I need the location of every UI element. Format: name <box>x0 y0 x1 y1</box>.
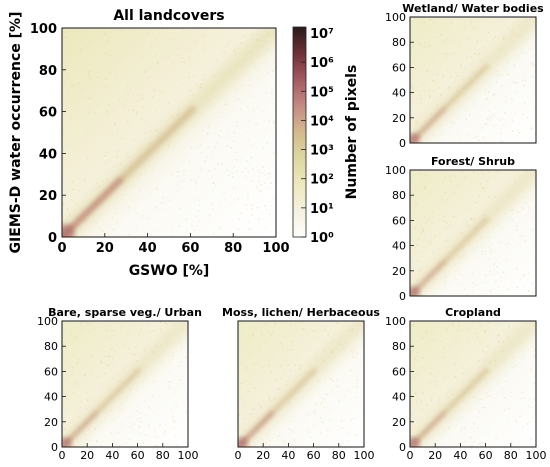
y-tick-label: 80 <box>392 340 406 353</box>
colorbar-tick-label: 10² <box>310 173 334 188</box>
x-tick-label: 40 <box>105 449 119 462</box>
y-tick-label: 60 <box>392 61 406 74</box>
y-tick-label: 80 <box>392 189 406 202</box>
heatmap-density <box>238 321 364 447</box>
x-tick-label: 60 <box>181 241 199 256</box>
y-tick-label: 80 <box>39 64 57 79</box>
plot-frame <box>61 27 277 238</box>
heatmap-density <box>62 321 188 447</box>
plot-frame <box>409 169 537 297</box>
colorbar-tick-label: 10¹ <box>310 202 334 217</box>
colorbar-tick-label: 10⁵ <box>310 85 334 100</box>
colorbar-tick-label: 10³ <box>310 144 334 159</box>
panel-all-landcovers: 0 20 40 60 80 100 0 20 40 60 80 100 All landcovers GS… <box>8 8 290 279</box>
x-tick-label: 0 <box>57 241 66 256</box>
y-tick-label: 100 <box>385 11 406 24</box>
colorbar-tick-label: 10⁴ <box>310 114 334 129</box>
x-tick-label: 100 <box>178 449 199 462</box>
colorbar-tick-label: 10⁷ <box>310 27 334 42</box>
plot-frame <box>61 320 189 448</box>
y-tick-label: 100 <box>37 315 58 328</box>
y-axis-label: GIEMS-D water occurrence [%] <box>8 12 24 254</box>
x-tick-label: 20 <box>96 241 114 256</box>
colorbar-gradient <box>292 26 307 238</box>
y-tick-label: 100 <box>385 164 406 177</box>
x-tick-label: 20 <box>428 449 442 462</box>
x-tick-label: 40 <box>139 241 157 256</box>
y-tick-label: 0 <box>399 441 406 454</box>
x-tick-label: 80 <box>504 449 518 462</box>
panel-title: Moss, lichen/ Herbaceous <box>222 306 380 319</box>
panel-forest-shrub: 0 20 40 60 80 100 Forest/ Shrub <box>385 155 537 303</box>
panel-title: All landcovers <box>113 8 224 24</box>
x-tick-label: 80 <box>332 449 346 462</box>
x-tick-label: 0 <box>59 449 66 462</box>
y-tick-label: 40 <box>392 87 406 100</box>
colorbar-tick-label: 10⁰ <box>310 231 334 246</box>
heatmap-density <box>410 321 536 447</box>
y-tick-label: 20 <box>392 265 406 278</box>
x-tick-label: 40 <box>281 449 295 462</box>
panel-title: Forest/ Shrub <box>431 155 515 168</box>
x-tick-label: 0 <box>235 449 242 462</box>
y-tick-label: 60 <box>44 365 58 378</box>
x-tick-label: 100 <box>354 449 375 462</box>
y-tick-label: 60 <box>39 106 57 121</box>
y-tick-label: 100 <box>385 315 406 328</box>
x-tick-label: 100 <box>526 449 547 462</box>
y-tick-label: 40 <box>392 240 406 253</box>
y-tick-label: 20 <box>44 416 58 429</box>
x-tick-label: 60 <box>479 449 493 462</box>
x-tick-label: 80 <box>224 241 242 256</box>
y-tick-label: 80 <box>392 36 406 49</box>
y-tick-label: 60 <box>392 214 406 227</box>
x-tick-label: 40 <box>453 449 467 462</box>
panel-title: Bare, sparse veg./ Urban <box>48 306 202 319</box>
y-tick-label: 0 <box>51 441 58 454</box>
panel-moss-lichen-herbaceous: 0 20 40 60 80 100 Moss, lichen/ Herbaceous <box>222 306 380 462</box>
panel-cropland: 0 20 40 60 80 100 0 20 40 60 80 100 Cropland <box>385 306 547 462</box>
y-tick-label: 100 <box>30 22 57 37</box>
y-tick-label: 0 <box>399 290 406 303</box>
x-tick-label: 0 <box>407 449 414 462</box>
x-tick-label: 80 <box>156 449 170 462</box>
y-tick-label: 0 <box>399 137 406 150</box>
panel-title: Wetland/ Water bodies <box>402 2 544 15</box>
y-tick-label: 20 <box>392 416 406 429</box>
heatmap-density <box>410 17 536 143</box>
panel-title: Cropland <box>445 306 501 319</box>
x-tick-label: 20 <box>80 449 94 462</box>
x-tick-label: 60 <box>307 449 321 462</box>
colorbar: 10⁰ 10¹ 10² 10³ 10⁴ 10⁵ 10⁶ 10⁷ Number of pixel… <box>292 26 360 246</box>
heatmap-density <box>410 170 536 296</box>
x-tick-label: 20 <box>256 449 270 462</box>
y-tick-label: 40 <box>392 391 406 404</box>
colorbar-tick-label: 10⁶ <box>310 56 334 71</box>
y-tick-label: 20 <box>39 189 57 204</box>
plot-frame <box>237 320 365 448</box>
y-tick-label: 80 <box>44 340 58 353</box>
y-tick-label: 20 <box>392 112 406 125</box>
y-tick-label: 60 <box>392 365 406 378</box>
y-tick-label: 40 <box>44 391 58 404</box>
colorbar-label: Number of pixels <box>344 65 360 200</box>
heatmap-density <box>62 28 276 237</box>
x-tick-label: 100 <box>262 241 289 256</box>
y-tick-label: 0 <box>48 231 57 246</box>
plot-frame <box>409 16 537 144</box>
plot-frame <box>409 320 537 448</box>
y-tick-label: 40 <box>39 147 57 162</box>
x-axis-label: GSWO [%] <box>129 263 210 279</box>
x-tick-label: 60 <box>131 449 145 462</box>
